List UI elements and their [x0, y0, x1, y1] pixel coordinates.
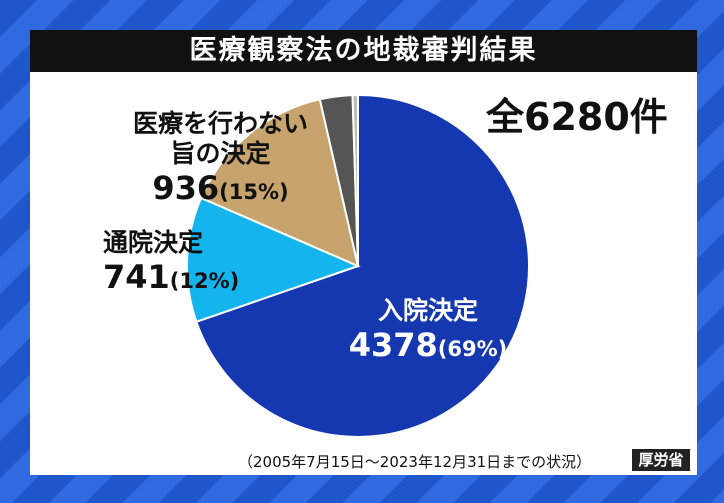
slice-label: 通院決定 741(12%)	[103, 228, 303, 300]
note: （2005年7月15日～2023年12月31日までの状況）	[238, 453, 592, 471]
value-line: 741(12%)	[103, 258, 303, 300]
category-label: 通院決定	[103, 228, 204, 257]
percent-label: (69%)	[437, 337, 508, 361]
percent-label: (15%)	[219, 180, 289, 204]
category-label: 医療を行わない旨の決定	[132, 109, 308, 168]
value-label: 936	[152, 169, 220, 207]
value-line: 936(15%)	[128, 169, 313, 211]
pie-slice	[351, 93, 359, 267]
value-label: 741	[103, 258, 170, 296]
value-label: 4378	[348, 326, 438, 364]
slice-label: 医療を行わない旨の決定 936(15%)	[128, 109, 313, 211]
value-line: 4378(69%)	[318, 326, 538, 368]
percent-label: (12%)	[169, 269, 240, 293]
total-label: 全6280件	[486, 95, 668, 139]
pie-slice	[199, 98, 360, 268]
pie-slice	[186, 196, 361, 324]
chart-title: 医療観察法の地裁審判結果	[30, 30, 697, 72]
source: 厚労省	[632, 449, 690, 471]
category-label: 入院決定	[377, 296, 478, 325]
slice-label: 入院決定 4378(69%)	[318, 296, 538, 368]
pie-slice	[195, 93, 530, 438]
